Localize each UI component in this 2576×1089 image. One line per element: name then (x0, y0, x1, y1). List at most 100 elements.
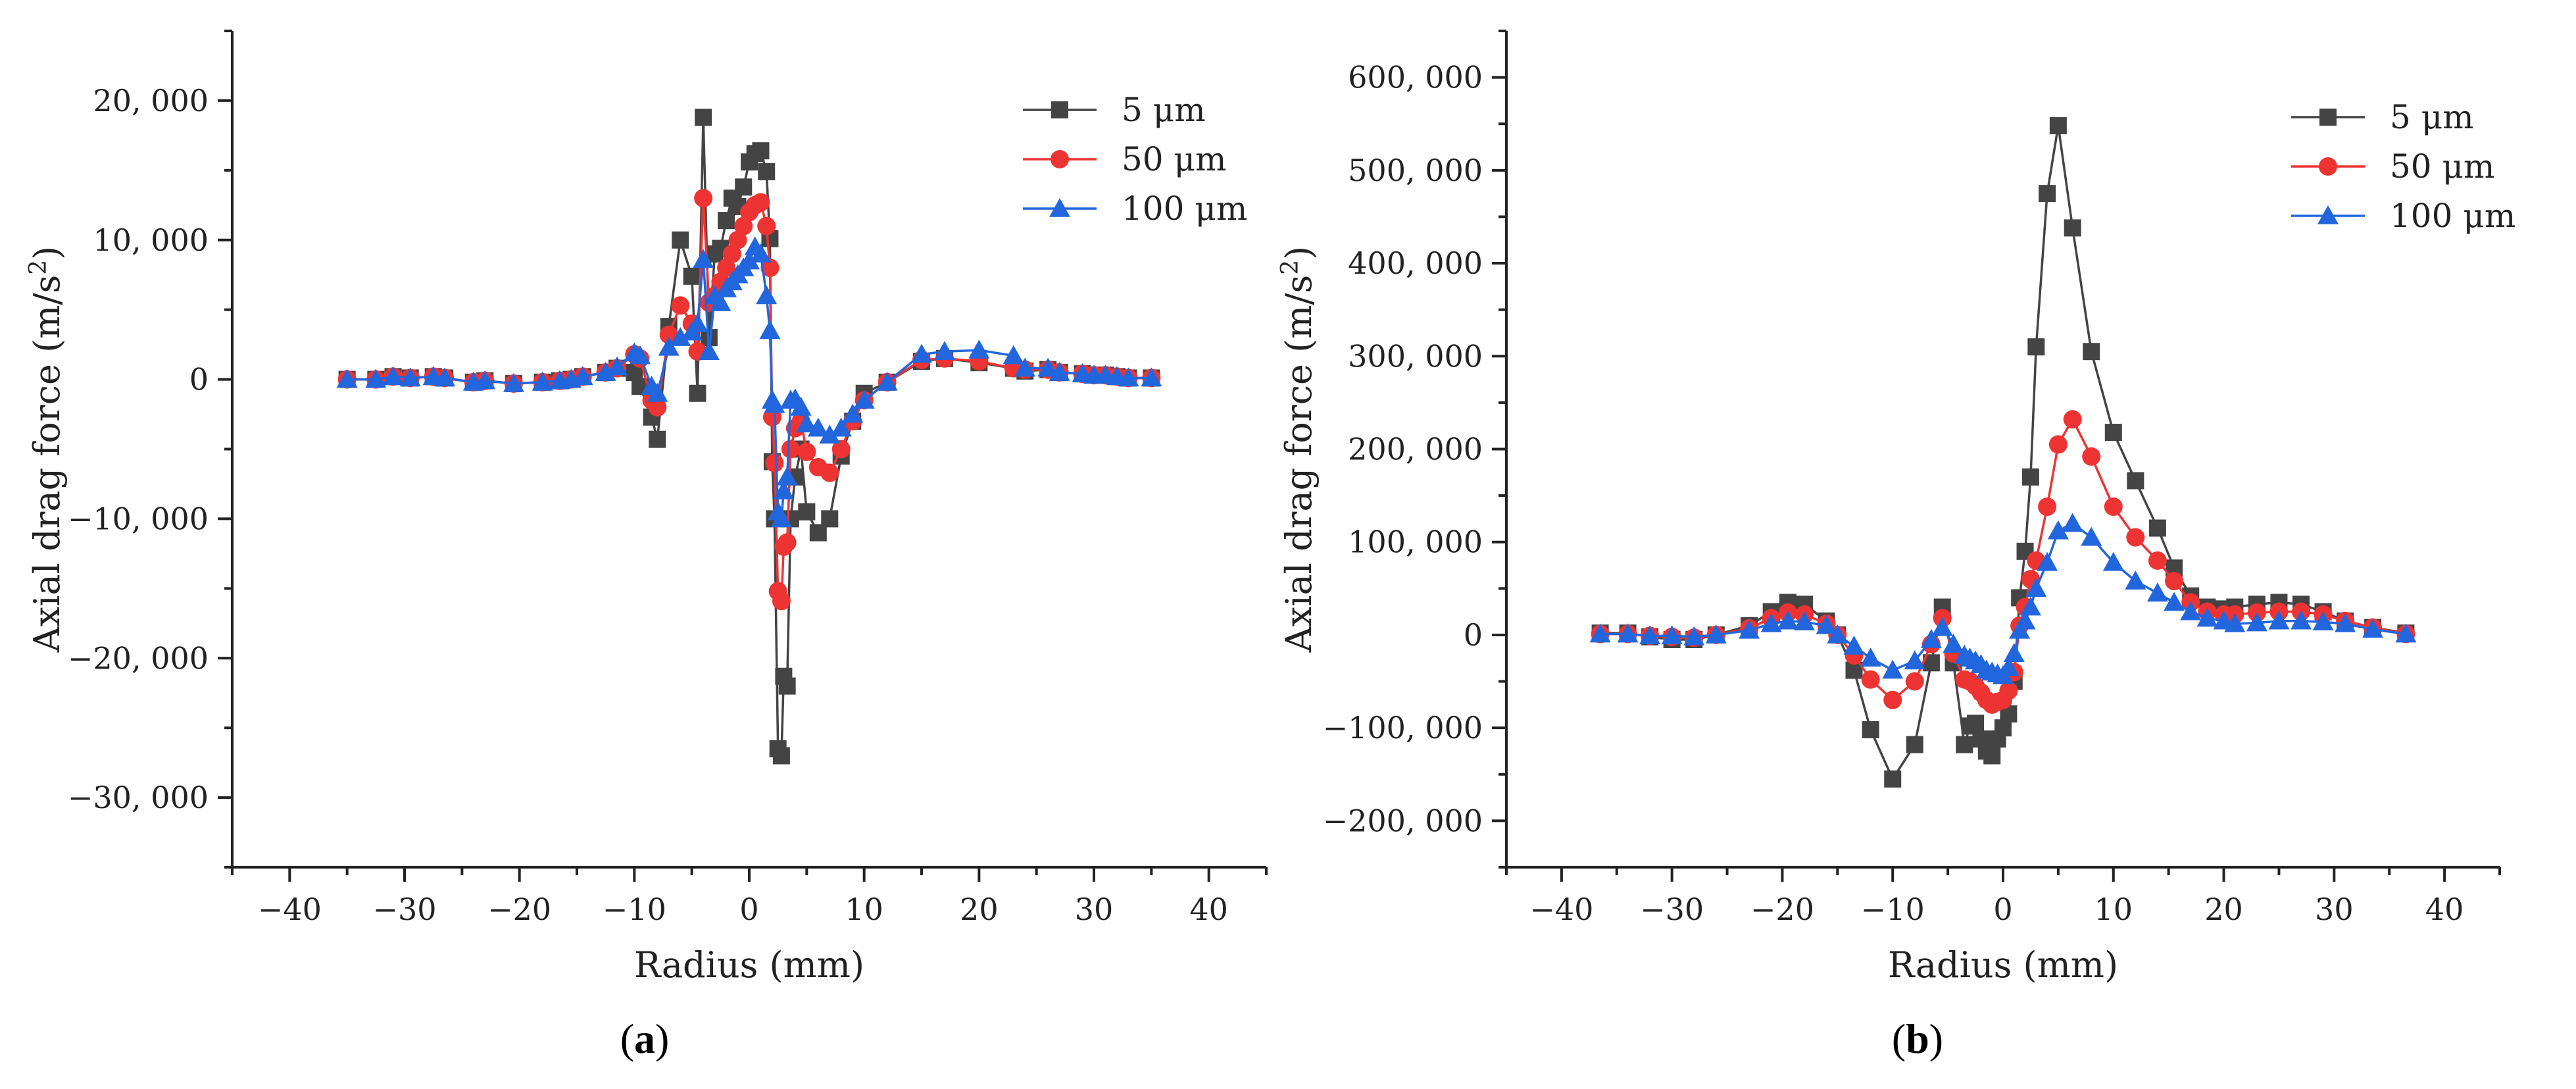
x-tick-label: −30 (372, 892, 436, 927)
data-point (2126, 528, 2145, 547)
data-point (1861, 670, 1880, 689)
x-tick-label: 40 (2425, 892, 2464, 927)
data-point (2081, 526, 2102, 546)
data-point (1049, 361, 1070, 381)
x-tick-label: 10 (2094, 892, 2133, 927)
x-tick-label: 20 (2204, 892, 2243, 927)
legend-entry: 50 μm (2291, 147, 2494, 186)
data-point (1860, 647, 1881, 667)
data-point (1967, 715, 1985, 732)
x-tick-label: 20 (960, 892, 999, 927)
data-point (670, 327, 691, 346)
x-tick-label: −20 (487, 892, 551, 927)
data-point (734, 216, 753, 236)
data-point (728, 230, 747, 249)
data-point (399, 367, 421, 387)
data-point (1943, 634, 1964, 653)
data-point (2362, 619, 2384, 638)
data-point (831, 440, 851, 459)
y-tick-label: 0 (189, 362, 209, 397)
data-point (2083, 343, 2100, 361)
data-point (2003, 643, 2025, 662)
data-point (772, 592, 791, 611)
data-point (630, 345, 651, 365)
data-point (1617, 623, 1639, 643)
series-line (1600, 417, 2406, 706)
data-point (2102, 551, 2124, 571)
legend-label: 50 μm (2390, 147, 2494, 186)
data-point (2021, 468, 2039, 486)
x-tick-label: −20 (1750, 892, 1814, 927)
x-tick-label: 0 (1993, 892, 2012, 927)
legend-label: 50 μm (1122, 140, 1226, 178)
legend-entry: 50 μm (1023, 140, 1226, 178)
data-point (698, 341, 720, 361)
data-point (648, 397, 667, 417)
y-tick-label: −100, 000 (1323, 710, 1483, 746)
legend-label: 5 μm (1122, 91, 1206, 129)
x-tick-label: −30 (1640, 892, 1704, 927)
legend-marker (2317, 205, 2339, 224)
x-tick-label: 30 (2315, 892, 2354, 927)
data-point (1777, 610, 1798, 630)
data-point (1983, 747, 2001, 765)
data-point (1760, 613, 1782, 632)
data-point (765, 453, 784, 472)
data-point (2125, 570, 2146, 590)
data-point (2039, 185, 2056, 203)
data-point (1956, 736, 1973, 753)
data-point (1014, 357, 1036, 377)
data-point (683, 267, 701, 285)
legend-entry: 100 μm (1023, 190, 1247, 228)
data-point (2049, 117, 2067, 135)
series-triangle (336, 236, 1162, 528)
data-point (1589, 623, 1611, 643)
panel-label: (a) (620, 1015, 670, 1062)
data-point (798, 503, 816, 520)
data-point (760, 259, 780, 278)
data-point (710, 292, 731, 311)
data-point (649, 430, 666, 448)
y-tick-label: −30, 000 (68, 780, 209, 815)
y-tick-label: 600, 000 (1348, 60, 1483, 95)
data-point (1931, 617, 1953, 636)
data-point (2268, 610, 2290, 630)
legend-marker (1049, 198, 1070, 217)
data-point (1999, 681, 2018, 700)
data-point (2127, 472, 2144, 490)
data-point (687, 313, 708, 332)
data-point (2104, 424, 2122, 442)
data-point (1843, 635, 1865, 655)
data-point (2062, 513, 2083, 532)
data-point (1794, 611, 1815, 630)
data-point (1998, 657, 2019, 676)
data-point (751, 193, 770, 212)
data-point (659, 325, 678, 344)
data-point (821, 510, 839, 528)
data-point (532, 371, 553, 391)
legend-label: 100 μm (2390, 197, 2515, 235)
data-point (658, 336, 680, 356)
data-point (770, 508, 792, 528)
data-point (911, 343, 932, 363)
y-tick-label: 400, 000 (1348, 245, 1483, 281)
data-point (773, 480, 795, 499)
data-point (693, 249, 714, 268)
data-point (336, 368, 358, 388)
data-point (382, 366, 404, 386)
y-axis-title: Axial drag force (m/s2) (25, 246, 68, 653)
x-tick-label: −10 (1861, 892, 1925, 927)
x-tick-label: 40 (1189, 892, 1228, 927)
series-triangle (1589, 513, 2417, 684)
data-point (1862, 721, 1879, 738)
data-point (2019, 596, 2041, 616)
data-point (807, 417, 829, 437)
data-point (830, 417, 852, 437)
data-point (2291, 610, 2312, 630)
data-point (434, 367, 456, 387)
legend-marker (2319, 109, 2337, 126)
y-tick-label: −10, 000 (68, 501, 209, 536)
data-point (2312, 611, 2334, 630)
data-point (1883, 690, 1902, 709)
data-point (797, 442, 816, 461)
